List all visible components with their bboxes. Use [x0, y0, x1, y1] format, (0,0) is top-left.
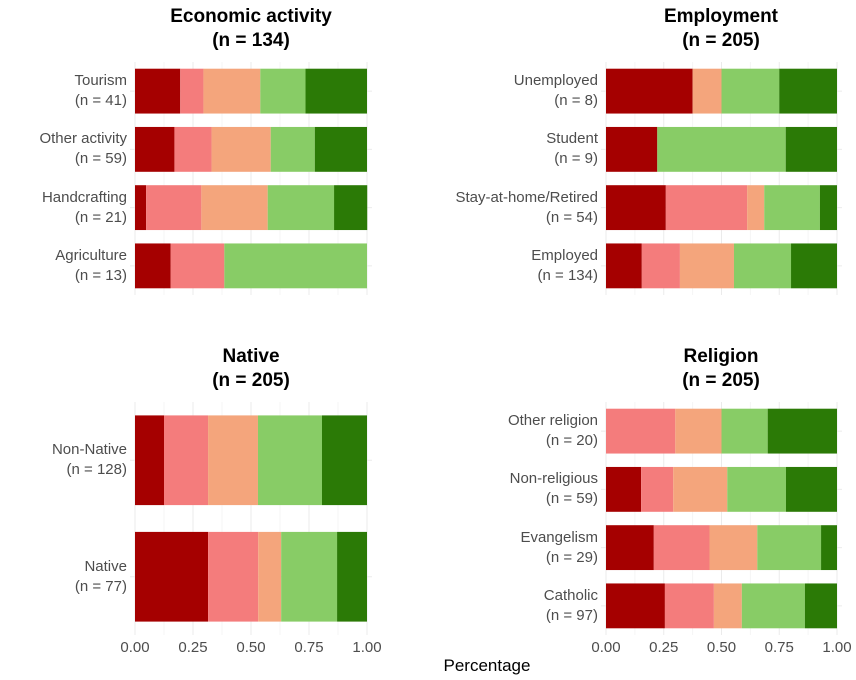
bar-segment [785, 126, 837, 172]
bar-segment [260, 68, 306, 114]
panel-title: Employment (n = 205) [663, 6, 779, 51]
bar-segment [606, 185, 666, 231]
bar-segment [665, 185, 748, 231]
bar-segment [270, 126, 315, 172]
x-tick-label: 1.00 [822, 639, 852, 656]
panel-title: Religion (n = 205) [682, 346, 760, 391]
x-tick-label: 0.50 [236, 639, 266, 656]
bar-segment [606, 243, 642, 289]
bar-segment [305, 68, 367, 114]
bar-segment [135, 126, 175, 172]
y-tick-label: Employed (n = 134) [531, 246, 598, 284]
bar-segment [779, 68, 837, 114]
y-tick-label: Non-religious (n = 59) [509, 470, 598, 508]
bar-segment [692, 68, 722, 114]
bar-segment [709, 525, 758, 571]
bar-segment [170, 243, 225, 289]
bar-segment [257, 415, 322, 506]
bar-segment [180, 68, 204, 114]
bar-segment [606, 583, 665, 629]
bar-segment [174, 126, 212, 172]
bar-segment [664, 583, 714, 629]
bar-segment [733, 243, 792, 289]
bar-segment [258, 531, 282, 622]
bar-segment [785, 466, 837, 512]
y-tick-label: Tourism (n = 41) [74, 72, 127, 110]
bar-segment [135, 243, 171, 289]
bar-segment [606, 126, 658, 172]
bar-segment [135, 531, 209, 622]
bar-segment [321, 415, 367, 506]
bar-segment [819, 185, 837, 231]
panel-title: Economic activity (n = 134) [170, 6, 332, 51]
x-tick-label: 0.25 [649, 639, 679, 656]
x-tick-label: 0.00 [120, 639, 150, 656]
bar-segment [791, 243, 837, 289]
bar-segment [673, 466, 728, 512]
y-tick-label: Catholic (n = 97) [543, 586, 598, 624]
y-tick-label: Native (n = 77) [74, 557, 127, 595]
bar-segment [679, 243, 734, 289]
bar-segment [804, 583, 837, 629]
bar-segment [314, 126, 367, 172]
bar-segment [721, 408, 768, 454]
bar-segment [211, 126, 271, 172]
bar-segment [606, 68, 693, 114]
y-tick-label: Evangelism (n = 29) [520, 528, 598, 566]
bar-segment [747, 185, 765, 231]
y-tick-label: Student (n = 9) [546, 130, 598, 168]
y-tick-label: Agriculture (n = 13) [55, 246, 127, 284]
bar-segment [146, 185, 202, 231]
bar-segment [606, 525, 654, 571]
bar-segment [334, 185, 368, 231]
bar-segment [281, 531, 338, 622]
bar-segment [135, 415, 164, 506]
bar-segment [741, 583, 805, 629]
bar-segment [606, 466, 642, 512]
bar-segment [267, 185, 335, 231]
bar-segment [337, 531, 367, 622]
bar-segment [208, 531, 259, 622]
x-tick-label: 0.50 [706, 639, 737, 656]
bar-segment [641, 466, 674, 512]
bar-segment [721, 68, 780, 114]
x-tick-label: 0.75 [294, 639, 324, 656]
x-axis-label: Percentage [443, 656, 531, 675]
x-tick-label: 0.75 [764, 639, 794, 656]
bar-segment [641, 243, 680, 289]
bar-segment [653, 525, 710, 571]
bar-segment [201, 185, 268, 231]
bar-segment [675, 408, 722, 454]
y-tick-label: Handcrafting (n = 21) [41, 188, 127, 226]
y-tick-label: Other religion (n = 20) [507, 412, 598, 450]
x-tick-label: 0.25 [178, 639, 208, 656]
bar-segment [208, 415, 258, 506]
bar-segment [713, 583, 742, 629]
bar-segment [224, 243, 367, 289]
bar-segment [727, 466, 786, 512]
bar-segment [606, 408, 676, 454]
bar-segment [764, 185, 820, 231]
bar-segment [767, 408, 837, 454]
y-tick-label: Stay-at-home/Retired (n = 54) [455, 188, 598, 226]
x-tick-label: 1.00 [352, 639, 382, 656]
bar-segment [757, 525, 822, 571]
bar-segment [821, 525, 837, 571]
y-tick-label: Other activity (n = 59) [39, 130, 127, 168]
bar-segment [135, 185, 147, 231]
x-tick-label: 0.00 [591, 639, 621, 656]
y-tick-label: Non-Native (n = 128) [51, 441, 127, 479]
bar-segment [135, 68, 181, 114]
y-tick-label: Unemployed (n = 8) [513, 72, 598, 110]
bar-segment [657, 126, 786, 172]
bar-segment [203, 68, 261, 114]
panel-title: Native (n = 205) [212, 346, 290, 391]
bar-segment [164, 415, 209, 506]
